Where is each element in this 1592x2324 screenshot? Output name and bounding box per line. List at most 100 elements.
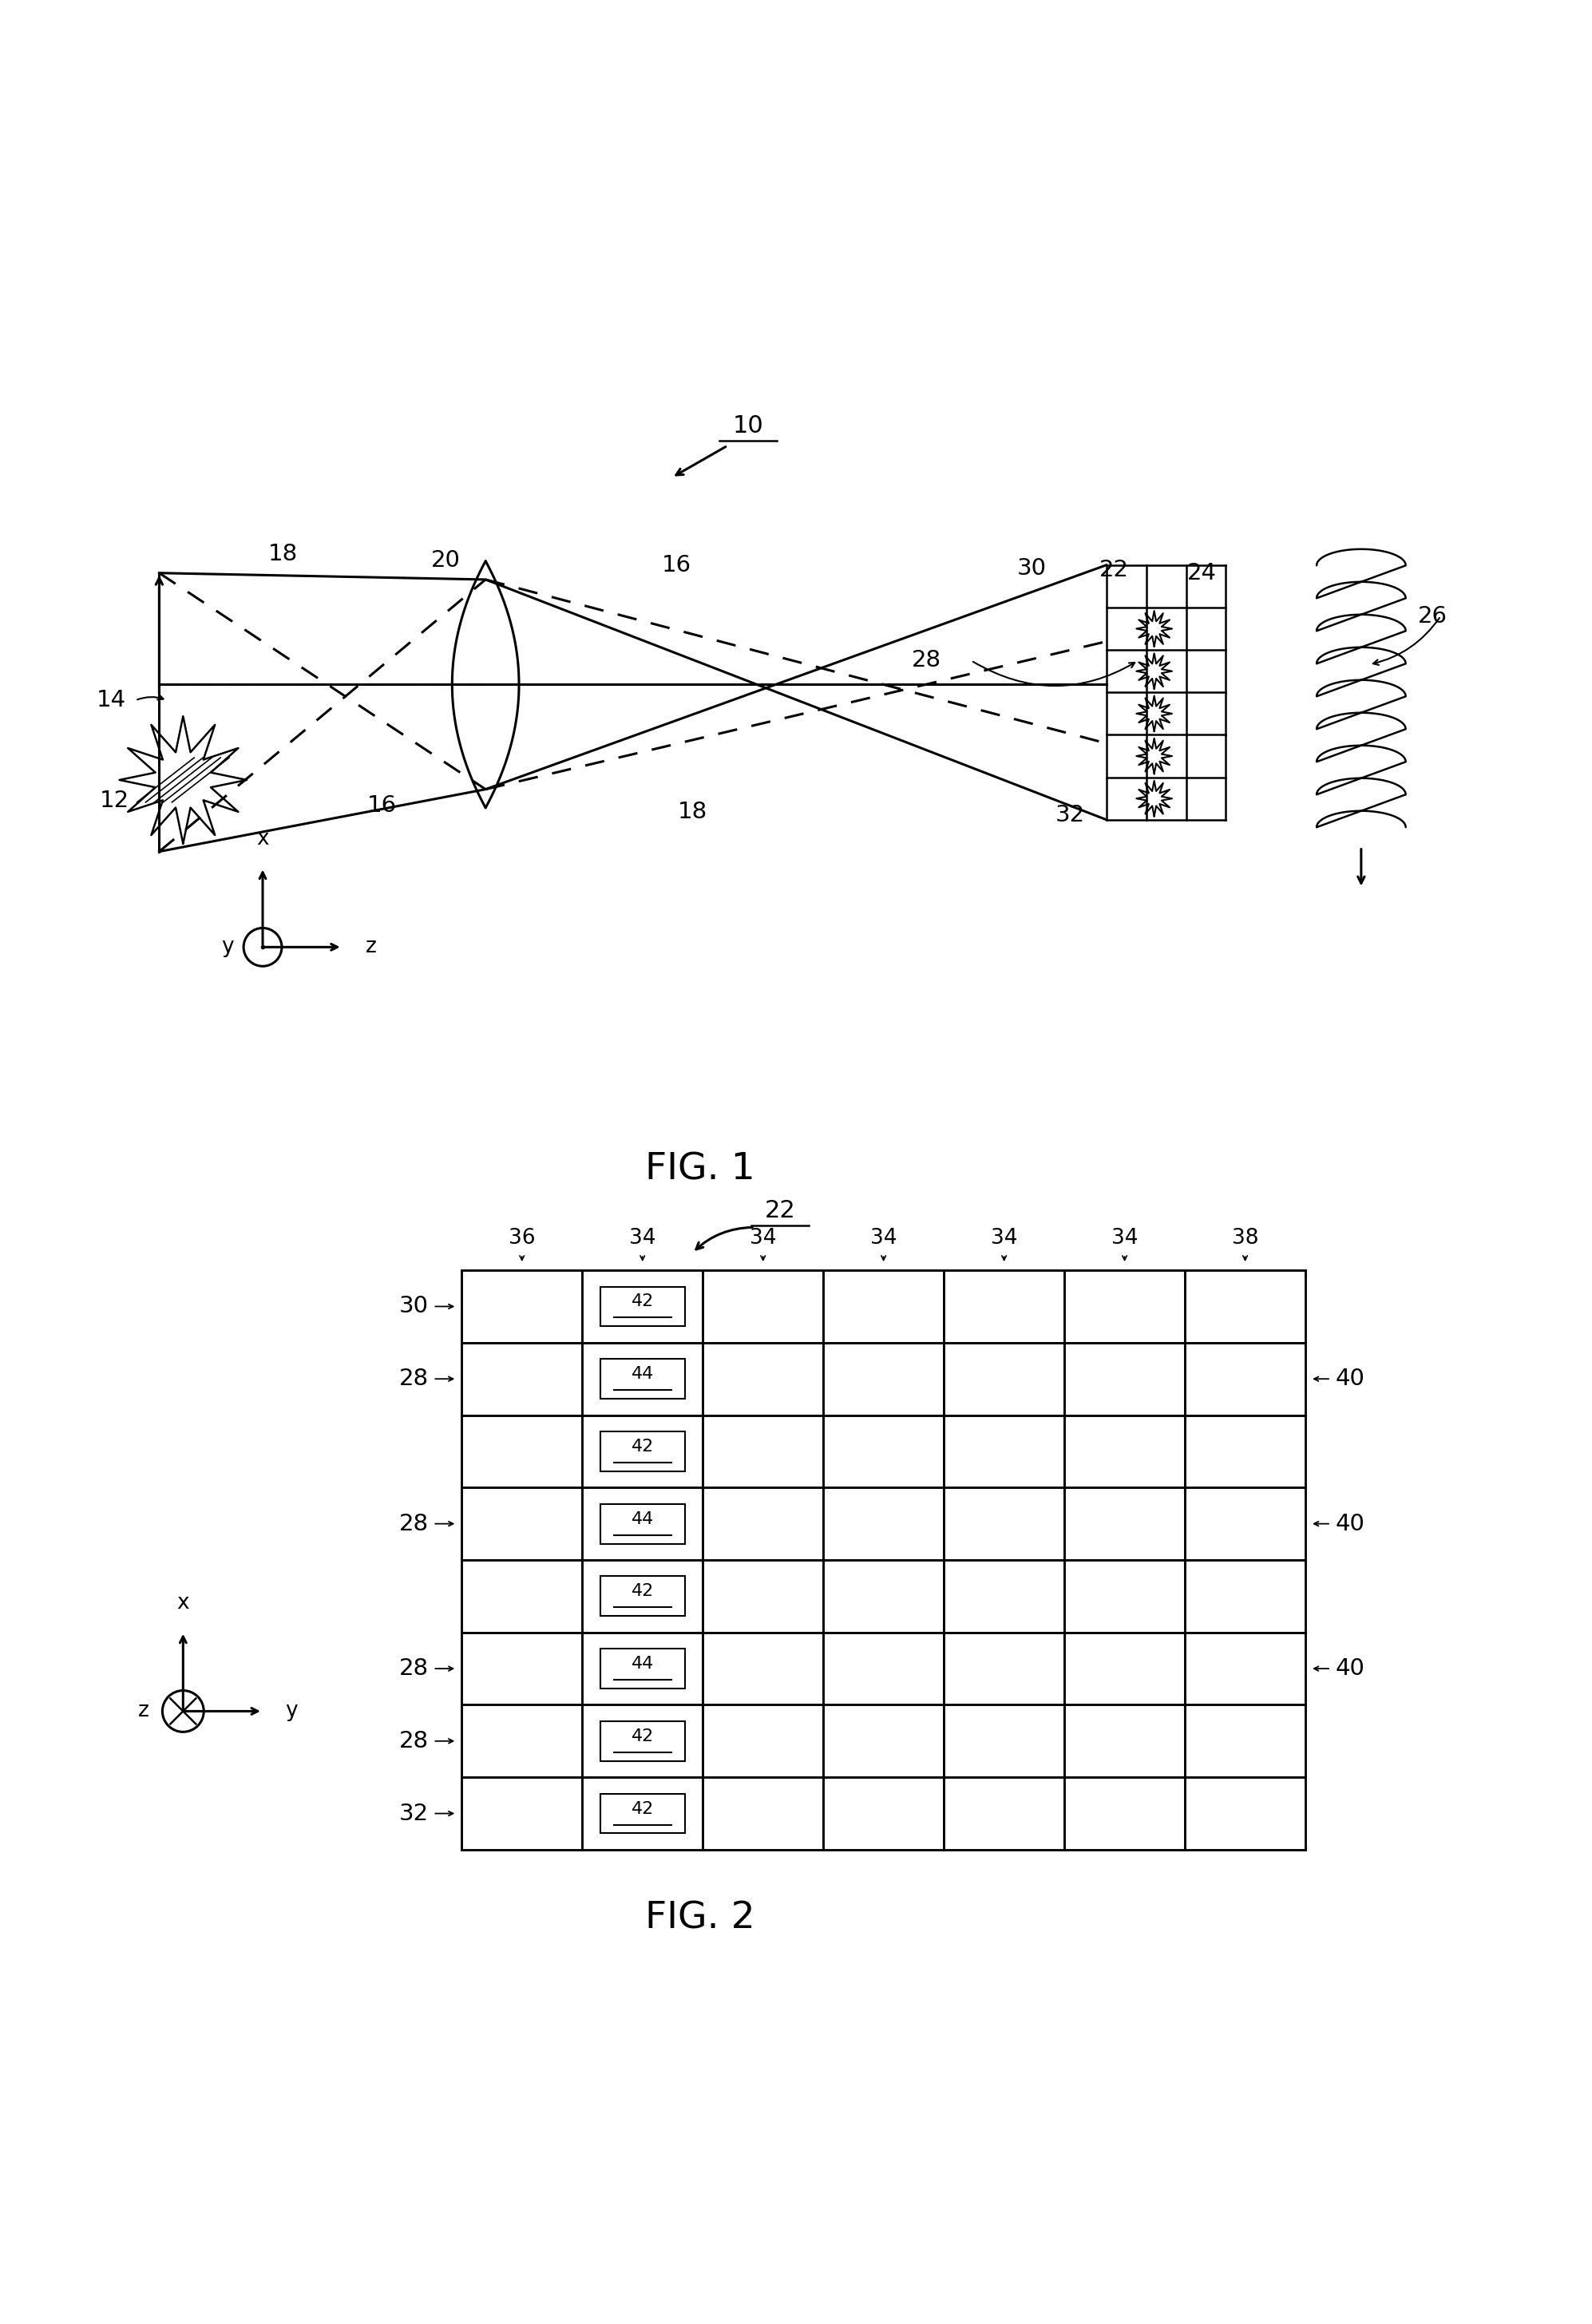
Text: 34: 34	[750, 1227, 777, 1248]
Bar	[462, 1487, 583, 1559]
Text: 34: 34	[629, 1227, 656, 1248]
Bar	[944, 1706, 1065, 1778]
Text: 44: 44	[630, 1657, 654, 1671]
FancyBboxPatch shape	[600, 1504, 685, 1543]
Bar	[583, 1487, 702, 1559]
Bar	[702, 1487, 823, 1559]
Bar	[1065, 1415, 1184, 1487]
Text: 30: 30	[1017, 558, 1046, 579]
Bar	[702, 1559, 823, 1631]
Bar	[944, 1631, 1065, 1706]
Bar	[944, 1343, 1065, 1415]
Text: 28: 28	[400, 1369, 428, 1390]
Bar	[583, 1343, 702, 1415]
FancyBboxPatch shape	[600, 1722, 685, 1762]
Bar	[1184, 1271, 1305, 1343]
Text: 14: 14	[97, 690, 126, 711]
Bar	[1184, 1631, 1305, 1706]
Bar	[702, 1706, 823, 1778]
Bar	[944, 1559, 1065, 1631]
Bar	[823, 1706, 944, 1778]
Bar	[823, 1343, 944, 1415]
Bar	[702, 1487, 823, 1559]
Text: y: y	[221, 937, 234, 957]
Text: 42: 42	[630, 1294, 654, 1311]
Text: 22: 22	[1100, 558, 1129, 581]
Bar	[702, 1778, 823, 1850]
Text: 42: 42	[630, 1801, 654, 1817]
Text: 22: 22	[764, 1199, 796, 1222]
Bar	[702, 1631, 823, 1706]
Bar	[823, 1271, 944, 1343]
Bar	[702, 1343, 823, 1415]
Text: FIG. 1: FIG. 1	[645, 1153, 756, 1188]
Text: 28: 28	[400, 1729, 428, 1752]
Bar	[583, 1415, 702, 1487]
Text: FIG. 2: FIG. 2	[645, 1901, 756, 1936]
Text: x: x	[177, 1592, 189, 1613]
Bar	[702, 1271, 823, 1343]
Bar	[583, 1631, 702, 1706]
Bar	[1065, 1343, 1184, 1415]
Text: 34: 34	[1111, 1227, 1138, 1248]
Bar	[462, 1631, 583, 1706]
Bar	[583, 1271, 702, 1343]
Bar	[583, 1778, 702, 1850]
Bar	[944, 1415, 1065, 1487]
Bar	[823, 1487, 944, 1559]
Bar	[1184, 1559, 1305, 1631]
Text: x: x	[256, 827, 269, 848]
FancyBboxPatch shape	[600, 1360, 685, 1399]
Text: 32: 32	[400, 1803, 428, 1824]
Bar	[583, 1559, 702, 1631]
Text: 40: 40	[1336, 1513, 1364, 1534]
Bar	[702, 1415, 823, 1487]
Bar	[1184, 1487, 1305, 1559]
Bar	[462, 1487, 583, 1559]
Bar	[462, 1343, 583, 1415]
Text: 36: 36	[508, 1227, 535, 1248]
Bar	[1184, 1415, 1305, 1487]
Bar	[1065, 1487, 1184, 1559]
Text: 20: 20	[431, 548, 460, 572]
Bar	[944, 1343, 1065, 1415]
Bar	[823, 1631, 944, 1706]
Bar	[1184, 1343, 1305, 1415]
Text: 42: 42	[630, 1439, 654, 1455]
Text: z: z	[139, 1701, 148, 1722]
Bar	[583, 1631, 702, 1706]
Bar	[944, 1631, 1065, 1706]
Text: 40: 40	[1336, 1369, 1364, 1390]
Text: 44: 44	[630, 1367, 654, 1383]
Bar	[702, 1631, 823, 1706]
FancyBboxPatch shape	[600, 1576, 685, 1615]
Bar	[462, 1706, 583, 1778]
Bar	[823, 1559, 944, 1631]
Bar	[462, 1343, 583, 1415]
Bar	[462, 1415, 583, 1487]
Text: 42: 42	[630, 1583, 654, 1599]
Text: 26: 26	[1418, 604, 1447, 627]
Bar	[1065, 1487, 1184, 1559]
Text: 42: 42	[630, 1729, 654, 1745]
Bar	[1065, 1778, 1184, 1850]
Bar	[823, 1631, 944, 1706]
Bar	[583, 1706, 702, 1778]
Bar	[583, 1343, 702, 1415]
Text: 28: 28	[400, 1657, 428, 1680]
FancyBboxPatch shape	[600, 1794, 685, 1834]
Text: 16: 16	[662, 553, 691, 576]
Text: 34: 34	[990, 1227, 1017, 1248]
Text: 28: 28	[912, 648, 941, 672]
FancyBboxPatch shape	[600, 1287, 685, 1327]
Text: 32: 32	[1055, 804, 1084, 825]
Bar	[944, 1271, 1065, 1343]
Bar	[823, 1343, 944, 1415]
Text: 38: 38	[1232, 1227, 1259, 1248]
Bar	[1065, 1271, 1184, 1343]
Text: 18: 18	[678, 799, 707, 823]
Bar	[462, 1631, 583, 1706]
FancyBboxPatch shape	[600, 1432, 685, 1471]
Text: 40: 40	[1336, 1657, 1364, 1680]
Bar	[1065, 1706, 1184, 1778]
